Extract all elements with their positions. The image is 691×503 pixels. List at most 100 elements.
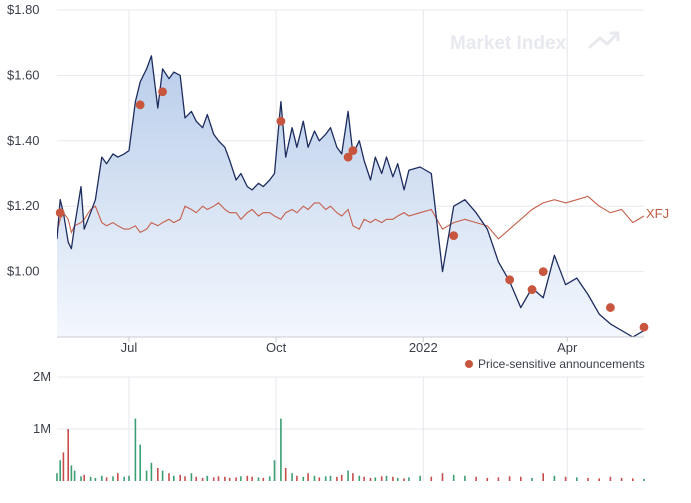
volume-bar [195, 476, 197, 481]
volume-bar [268, 476, 271, 481]
volume-bar [246, 475, 249, 481]
volume-bar [347, 470, 349, 481]
volume-bar [201, 477, 204, 481]
announcement-marker[interactable] [158, 87, 167, 97]
volume-bar [520, 476, 522, 481]
legend-marker-icon [465, 360, 473, 368]
volume-tick-label: 2M [33, 369, 51, 384]
announcement-marker[interactable] [505, 275, 515, 285]
y-tick-label: $1.00 [7, 264, 40, 279]
y-tick-label: $1.20 [7, 198, 40, 213]
watermark: Market Index [450, 33, 567, 54]
volume-bar [206, 475, 209, 481]
price-line [57, 55, 644, 337]
volume-bar [419, 475, 421, 481]
volume-bar [358, 475, 361, 481]
volume-bar [184, 476, 186, 481]
volume-bar [80, 476, 82, 481]
volume-bar [452, 474, 455, 481]
volume-bar [385, 475, 388, 481]
volume-bar [105, 477, 108, 481]
volume-bar [179, 474, 181, 481]
volume-bar [336, 476, 338, 481]
volume-bar [441, 473, 444, 481]
announcement-marker[interactable] [343, 152, 353, 162]
announcement-marker[interactable] [538, 267, 548, 276]
announcement-marker[interactable] [135, 100, 145, 110]
announcement-marker[interactable] [276, 116, 286, 126]
y-tick-label: $1.40 [7, 133, 40, 148]
announcement-markers[interactable] [55, 87, 649, 332]
volume-bar [531, 477, 533, 481]
volume-bar [291, 473, 293, 481]
y-tick-label: $1.80 [7, 2, 40, 17]
y-tick-label: $1.60 [7, 67, 40, 82]
volume-bar [173, 475, 175, 481]
volume-bar [313, 475, 316, 481]
volume-bar [576, 477, 578, 481]
volume-bar [352, 473, 354, 481]
volume-bar [94, 477, 97, 481]
volume-bar [408, 477, 410, 481]
announcement-marker[interactable] [606, 303, 615, 312]
legend-label: Price-sensitive announcements [478, 357, 645, 371]
volume-y-axis: 1M 2M [33, 369, 51, 436]
announcement-marker[interactable] [639, 322, 649, 332]
volume-bar [161, 470, 164, 481]
volume-bar [363, 476, 365, 481]
volume-bar [62, 452, 65, 481]
volume-bar [609, 476, 612, 481]
volume-bar [157, 468, 159, 481]
volume-bar [228, 477, 231, 481]
volume-bar [134, 418, 137, 481]
volume-bar [280, 418, 282, 481]
volume-bars [56, 418, 645, 481]
announcement-marker[interactable] [55, 208, 65, 218]
volume-bar [112, 476, 114, 481]
volume-bar [217, 476, 220, 481]
volume-bar [296, 475, 298, 481]
volume-bar [262, 477, 265, 481]
volume-bar [632, 478, 634, 481]
volume-bar [598, 478, 600, 481]
volume-bar [59, 460, 61, 481]
volume-tick-label: 1M [33, 421, 51, 436]
volume-bar [475, 476, 477, 481]
volume-bar [329, 475, 332, 481]
volume-bar [101, 475, 103, 481]
x-tick-label: Oct [266, 340, 287, 355]
volume-bar [396, 477, 399, 481]
volume-bar [117, 473, 119, 481]
volume-bar [369, 477, 372, 481]
announcement-marker[interactable] [527, 285, 537, 294]
announcement-marker[interactable] [348, 146, 358, 156]
volume-bar [307, 473, 309, 481]
volume-bar [380, 476, 383, 481]
volume-bar [257, 477, 260, 481]
volume-bar [430, 476, 433, 481]
volume-bar [318, 477, 321, 481]
announcement-marker[interactable] [449, 231, 459, 241]
x-tick-label: Apr [557, 340, 578, 355]
volume-bar [67, 429, 69, 481]
volume-bar [83, 474, 85, 481]
volume-bar [564, 476, 567, 481]
volume-bar [150, 462, 153, 481]
volume-bar [284, 468, 287, 481]
benchmark-label: XFJ [646, 206, 669, 221]
volume-bar [273, 460, 276, 481]
volume-bar [464, 475, 466, 481]
volume-grid [57, 376, 644, 481]
volume-bar [497, 477, 500, 481]
volume-bar [70, 465, 73, 481]
volume-bar [403, 478, 405, 481]
price-area [57, 55, 644, 337]
volume-bar [139, 444, 141, 481]
x-tick-label: 2022 [409, 340, 438, 355]
volume-bar [240, 476, 242, 481]
volume-bar [374, 477, 377, 481]
volume-bar [324, 476, 327, 481]
volume-bar [251, 476, 253, 481]
volume-bar [212, 477, 215, 481]
